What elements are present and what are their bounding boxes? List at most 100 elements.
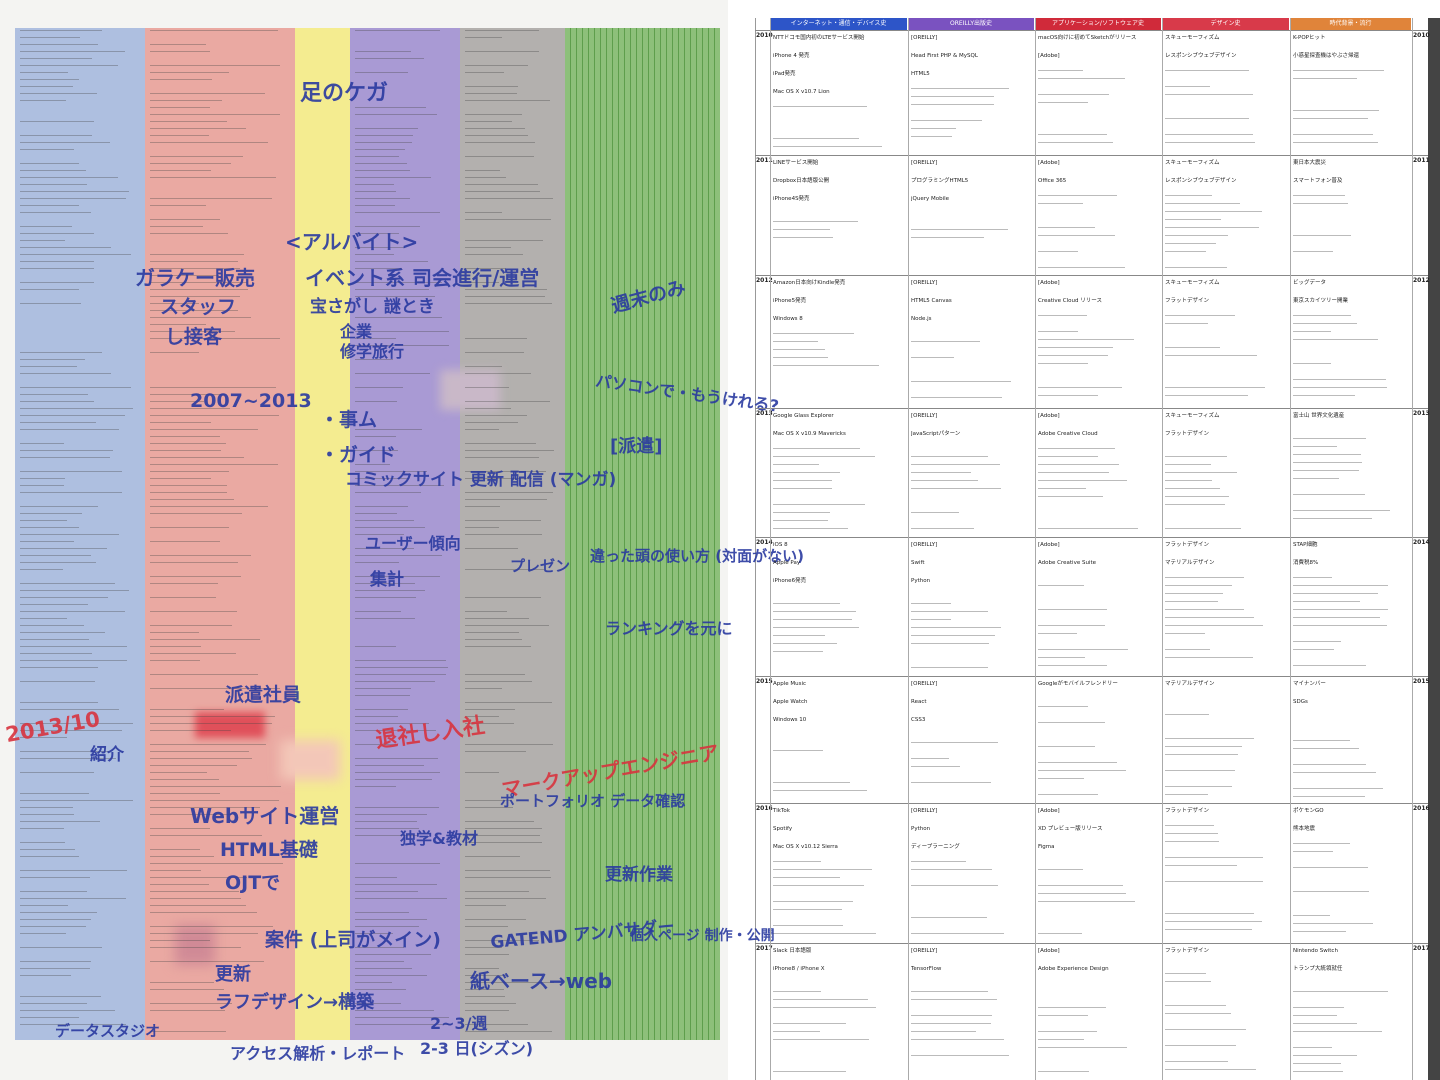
print-line xyxy=(355,212,440,213)
cell-line xyxy=(1293,315,1351,316)
cell-line xyxy=(1293,118,1368,119)
print-line xyxy=(20,730,122,731)
cell-line xyxy=(1165,488,1220,489)
cell-line xyxy=(1165,118,1249,119)
cell-line xyxy=(1165,825,1214,826)
print-line xyxy=(465,471,546,472)
print-line xyxy=(465,184,538,185)
cell-entry: HTML5 Canvas xyxy=(911,298,952,304)
print-line xyxy=(355,1010,434,1011)
print-line xyxy=(150,576,241,577)
cell-line xyxy=(1293,510,1390,511)
print-line xyxy=(465,891,529,892)
print-line xyxy=(465,478,532,479)
print-line xyxy=(20,93,97,94)
print-line xyxy=(150,415,279,416)
cell-entry: NTTドコモ国内初のLTEサービス開始 xyxy=(773,35,865,41)
cell-entry: Adobe Creative Suite xyxy=(1038,560,1096,566)
print-line xyxy=(355,590,425,591)
year: 2010 xyxy=(1413,32,1430,39)
cell-line xyxy=(1293,1007,1344,1008)
print-line xyxy=(150,492,227,493)
cell-line xyxy=(911,766,960,767)
print-line xyxy=(465,408,511,409)
cell-line xyxy=(1165,456,1227,457)
print-line xyxy=(465,191,540,192)
print-line xyxy=(355,723,429,724)
cell-entry: 小惑星探査機はやぶさ帰還 xyxy=(1293,53,1360,59)
print-line xyxy=(150,835,262,836)
cell-line xyxy=(1165,981,1211,982)
cell-line xyxy=(1165,315,1235,316)
cell-line xyxy=(1165,913,1254,914)
print-line xyxy=(465,982,554,983)
print-line xyxy=(355,863,440,864)
cell-line xyxy=(911,627,1001,628)
print-line xyxy=(20,72,68,73)
print-line xyxy=(355,289,429,290)
print-line xyxy=(20,625,84,626)
print-line xyxy=(355,142,412,143)
cell-entry: Google Glass Explorer xyxy=(773,413,834,419)
print-line xyxy=(355,912,409,913)
print-line xyxy=(150,408,230,409)
cell-line xyxy=(773,991,821,992)
cell-line xyxy=(1165,142,1255,143)
print-line xyxy=(150,65,280,66)
print-line xyxy=(20,198,126,199)
cell-entry: フラットデザイン xyxy=(1165,542,1210,548)
print-line xyxy=(150,653,236,654)
cell-line xyxy=(773,221,858,222)
print-line xyxy=(355,926,419,927)
cell-line xyxy=(1165,770,1235,771)
print-line xyxy=(150,660,200,661)
cell-line xyxy=(773,237,833,238)
print-line xyxy=(20,975,71,976)
cell-line xyxy=(1165,504,1225,505)
print-line xyxy=(355,478,409,479)
print-line xyxy=(355,688,411,689)
cell-line xyxy=(1038,251,1078,252)
print-line xyxy=(465,1003,516,1004)
cell-line xyxy=(1165,593,1223,594)
cell-entry: Adobe Creative Cloud xyxy=(1038,431,1098,437)
cell-line xyxy=(773,877,840,878)
cell-line xyxy=(1293,1071,1343,1072)
column-pink xyxy=(145,28,295,1040)
print-line xyxy=(20,919,91,920)
handwritten-note: 更新作業 xyxy=(605,865,673,885)
handwritten-note: イベント系 司会進行/運営 xyxy=(305,266,540,290)
cell-line xyxy=(1038,363,1088,364)
print-line xyxy=(150,233,228,234)
cell-line xyxy=(911,782,991,783)
print-line xyxy=(20,135,92,136)
cell-line xyxy=(911,917,987,918)
handwritten-note: 個人ページ 制作・公開 xyxy=(630,928,775,944)
cell-entry: マテリアルデザイン xyxy=(1165,681,1215,687)
cell-line xyxy=(1165,267,1227,268)
column-header: OREILLY出版史 xyxy=(908,18,1034,30)
cell-line xyxy=(1038,315,1087,316)
print-line xyxy=(355,387,403,388)
cell-line xyxy=(773,106,867,107)
print-line xyxy=(355,695,410,696)
print-line xyxy=(355,261,428,262)
print-line xyxy=(355,156,399,157)
print-line xyxy=(20,618,67,619)
print-line xyxy=(465,86,518,87)
year: 2014 xyxy=(756,539,773,546)
print-line xyxy=(150,261,238,262)
print-line xyxy=(465,674,525,675)
cell-entry: Apple Music xyxy=(773,681,807,687)
print-line xyxy=(465,905,506,906)
cell-entry: Adobe Experience Design xyxy=(1038,966,1109,972)
handwritten-note: Webサイト運営 xyxy=(190,804,340,828)
print-line xyxy=(465,240,543,241)
print-line xyxy=(465,282,499,283)
print-line xyxy=(20,583,115,584)
row-divider xyxy=(755,676,1428,677)
print-line xyxy=(465,744,553,745)
cell-line xyxy=(1038,134,1107,135)
print-line xyxy=(355,527,425,528)
handwritten-note: HTML基礎 xyxy=(220,839,318,861)
